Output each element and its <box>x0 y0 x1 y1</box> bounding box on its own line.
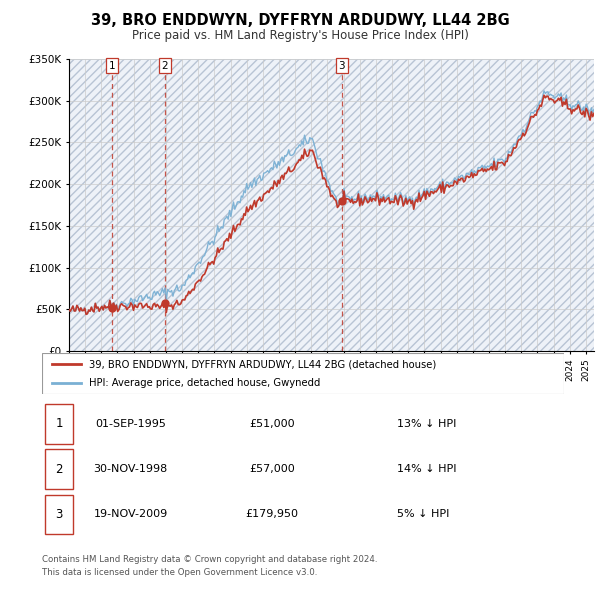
Text: 13% ↓ HPI: 13% ↓ HPI <box>397 419 457 429</box>
Text: £179,950: £179,950 <box>245 509 298 519</box>
Text: 14% ↓ HPI: 14% ↓ HPI <box>397 464 457 474</box>
Bar <box>44 404 73 444</box>
Text: 2: 2 <box>161 61 168 71</box>
Text: 1: 1 <box>55 417 63 430</box>
Text: 3: 3 <box>55 508 62 521</box>
Text: £57,000: £57,000 <box>249 464 295 474</box>
Text: HPI: Average price, detached house, Gwynedd: HPI: Average price, detached house, Gwyn… <box>89 378 320 388</box>
Text: Contains HM Land Registry data © Crown copyright and database right 2024.: Contains HM Land Registry data © Crown c… <box>42 555 377 563</box>
Text: This data is licensed under the Open Government Licence v3.0.: This data is licensed under the Open Gov… <box>42 568 317 576</box>
Text: 1: 1 <box>109 61 115 71</box>
Text: 01-SEP-1995: 01-SEP-1995 <box>95 419 166 429</box>
Text: 3: 3 <box>338 61 345 71</box>
Bar <box>44 449 73 489</box>
Text: Price paid vs. HM Land Registry's House Price Index (HPI): Price paid vs. HM Land Registry's House … <box>131 30 469 42</box>
Text: 39, BRO ENDDWYN, DYFFRYN ARDUDWY, LL44 2BG (detached house): 39, BRO ENDDWYN, DYFFRYN ARDUDWY, LL44 2… <box>89 359 436 369</box>
Bar <box>44 494 73 534</box>
Text: 19-NOV-2009: 19-NOV-2009 <box>94 509 168 519</box>
Text: 2: 2 <box>55 463 63 476</box>
Text: 5% ↓ HPI: 5% ↓ HPI <box>397 509 449 519</box>
Text: 30-NOV-1998: 30-NOV-1998 <box>94 464 168 474</box>
Text: £51,000: £51,000 <box>249 419 295 429</box>
Text: 39, BRO ENDDWYN, DYFFRYN ARDUDWY, LL44 2BG: 39, BRO ENDDWYN, DYFFRYN ARDUDWY, LL44 2… <box>91 13 509 28</box>
